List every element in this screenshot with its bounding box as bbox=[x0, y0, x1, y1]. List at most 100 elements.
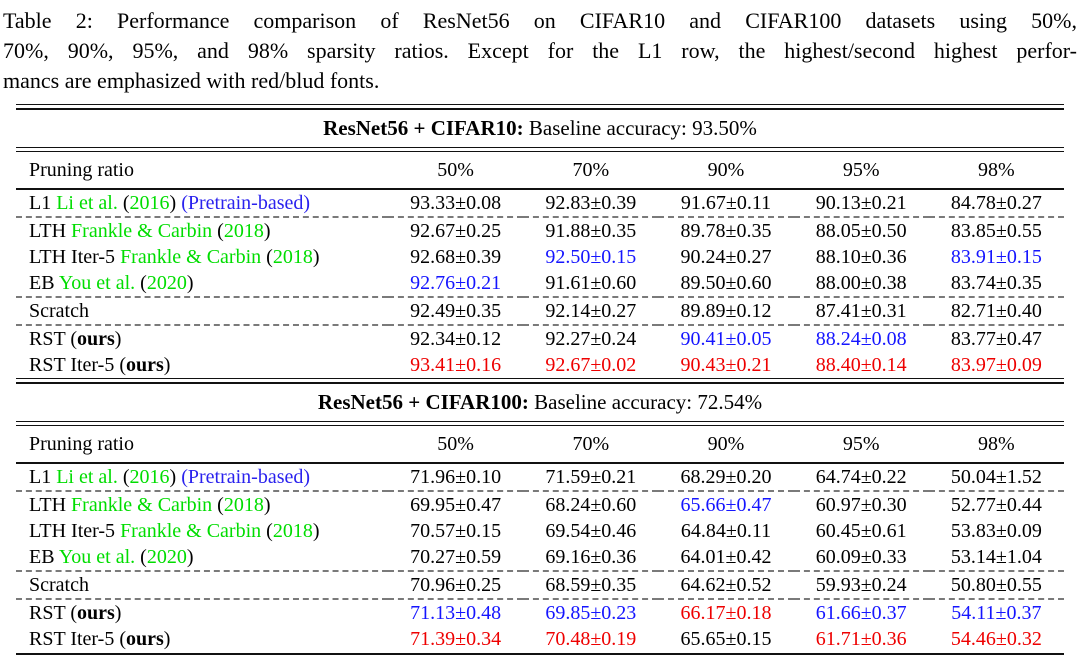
table-row: L1 Li et al. (2016) (Pretrain-based) 93.3… bbox=[16, 189, 1064, 218]
accuracy-value: 53.14±1.04 bbox=[928, 544, 1064, 572]
table-row: LTH Frankle & Carbin (2018) 92.67±0.25 91.… bbox=[16, 217, 1064, 244]
accuracy-value: 90.41±0.05 bbox=[680, 328, 772, 350]
method-label: L1 Li et al. (2016) (Pretrain-based) bbox=[16, 189, 389, 218]
column-header-ratio: 95% bbox=[793, 426, 929, 464]
accuracy-value: 88.24±0.08 bbox=[815, 328, 907, 350]
accuracy-value: 69.54±0.46 bbox=[545, 520, 637, 542]
method-text: ( bbox=[135, 546, 147, 568]
method-text: ) bbox=[169, 192, 182, 214]
citation-text: You et al. bbox=[58, 272, 136, 294]
accuracy-value: 65.66±0.47 bbox=[680, 494, 772, 516]
column-header-ratio: 90% bbox=[658, 426, 794, 464]
accuracy-value: 83.91±0.15 bbox=[950, 246, 1042, 268]
method-text: ( bbox=[212, 494, 224, 516]
method-text: ) bbox=[114, 602, 122, 624]
accuracy-value: 90.24±0.27 bbox=[680, 246, 772, 268]
column-header-ratio: 98% bbox=[928, 152, 1064, 190]
citation-text: Frankle & Carbin bbox=[71, 494, 213, 516]
method-text: EB bbox=[29, 272, 59, 294]
accuracy-value: 53.83±0.09 bbox=[950, 520, 1042, 542]
citation-text: 2020 bbox=[146, 272, 187, 294]
method-label: RST Iter-5 (ours) bbox=[16, 352, 388, 378]
method-text: ) bbox=[186, 272, 194, 294]
table-row: RST Iter-5 (ours) 93.41±0.16 92.67±0.02 90.… bbox=[16, 352, 1064, 378]
citation-text: 2018 bbox=[223, 494, 264, 516]
section-rule bbox=[16, 147, 1064, 152]
accuracy-value: 83.85±0.55 bbox=[950, 220, 1042, 242]
accuracy-value: 87.41±0.31 bbox=[793, 297, 929, 326]
method-text: ( bbox=[117, 466, 130, 488]
table-top-rule bbox=[16, 104, 1064, 110]
method-text: Scratch bbox=[29, 574, 89, 596]
accuracy-value: 89.78±0.35 bbox=[680, 220, 772, 242]
table-caption: Table 2: Performance comparison of ResNe… bbox=[0, 0, 1080, 100]
accuracy-value: 52.77±0.44 bbox=[950, 494, 1042, 516]
accuracy-value: 93.41±0.16 bbox=[410, 354, 502, 376]
method-text: RST ( bbox=[29, 328, 77, 350]
table-row: EB You et al. (2020) 70.27±0.59 69.16±0.36… bbox=[16, 544, 1064, 572]
method-text: ours bbox=[126, 628, 164, 650]
section-title-dataset: ResNet56 + CIFAR100: bbox=[317, 390, 529, 414]
accuracy-value: 60.45±0.61 bbox=[815, 520, 907, 542]
method-text: ( bbox=[117, 192, 130, 214]
note-text: (Pretrain-based) bbox=[181, 466, 311, 488]
citation-text: Frankle & Carbin bbox=[120, 520, 262, 542]
accuracy-value: 69.95±0.47 bbox=[410, 494, 502, 516]
method-text: EB bbox=[29, 546, 59, 568]
method-label: RST (ours) bbox=[16, 325, 388, 352]
accuracy-value: 88.40±0.14 bbox=[815, 354, 907, 376]
table-row: Scratch 92.49±0.35 92.14±0.27 89.89±0.12 87.… bbox=[16, 297, 1064, 326]
method-text: ) bbox=[312, 246, 320, 268]
accuracy-value: 54.46±0.32 bbox=[950, 628, 1042, 650]
accuracy-value: 92.34±0.12 bbox=[410, 328, 502, 350]
table-row: RST Iter-5 (ours) 71.39±0.34 70.48±0.19 65.… bbox=[16, 626, 1064, 652]
method-label: EB You et al. (2020) bbox=[16, 544, 389, 572]
accuracy-value: 91.67±0.11 bbox=[658, 189, 794, 218]
method-text: RST ( bbox=[29, 602, 77, 624]
column-header-ratio: 70% bbox=[523, 152, 659, 190]
caption-line-1: Table 2: Performance comparison of ResNe… bbox=[3, 8, 1077, 33]
citation-text: Li et al. bbox=[56, 466, 118, 488]
accuracy-value: 88.05±0.50 bbox=[815, 220, 907, 242]
section-title-baseline: Baseline accuracy: 72.54% bbox=[528, 390, 763, 414]
accuracy-value: 83.77±0.47 bbox=[950, 328, 1042, 350]
citation-text: Frankle & Carbin bbox=[120, 246, 262, 268]
section-title-cifar100: ResNet56 + CIFAR100: Baseline accuracy: … bbox=[16, 384, 1064, 421]
method-text: LTH Iter-5 bbox=[29, 246, 121, 268]
accuracy-value: 92.67±0.25 bbox=[410, 220, 502, 242]
method-label: LTH Frankle & Carbin (2018) bbox=[16, 491, 388, 518]
accuracy-value: 60.09±0.33 bbox=[793, 544, 929, 572]
accuracy-value: 68.59±0.35 bbox=[523, 571, 659, 600]
method-text: L1 bbox=[29, 466, 57, 488]
table-row: RST (ours) 92.34±0.12 92.27±0.24 90.41±0.05… bbox=[16, 325, 1064, 352]
cifar10-table: Pruning ratio 50% 70% 90% 95% 98% L1 Li … bbox=[16, 152, 1064, 378]
accuracy-value: 54.11±0.37 bbox=[951, 602, 1042, 624]
method-text: LTH bbox=[29, 494, 72, 516]
method-text: LTH bbox=[29, 220, 72, 242]
method-text: ours bbox=[76, 602, 115, 624]
accuracy-value: 84.78±0.27 bbox=[928, 189, 1064, 218]
accuracy-value: 65.65±0.15 bbox=[680, 628, 772, 650]
table-row: Scratch 70.96±0.25 68.59±0.35 64.62±0.52 59.… bbox=[16, 571, 1064, 600]
table-row: LTH Iter-5 Frankle & Carbin (2018) 70.57±… bbox=[16, 518, 1064, 544]
column-header-pruning-ratio: Pruning ratio bbox=[16, 152, 389, 190]
accuracy-value: 92.14±0.27 bbox=[523, 297, 659, 326]
accuracy-value: 92.76±0.21 bbox=[388, 270, 524, 298]
accuracy-value: 88.00±0.38 bbox=[793, 270, 929, 298]
method-text: ) bbox=[263, 220, 271, 242]
accuracy-value: 92.50±0.15 bbox=[545, 246, 637, 268]
results-table: ResNet56 + CIFAR10: Baseline accuracy: 9… bbox=[16, 104, 1064, 657]
section-rule bbox=[16, 421, 1064, 426]
accuracy-value: 69.85±0.23 bbox=[545, 602, 637, 624]
accuracy-value: 70.27±0.59 bbox=[388, 544, 524, 572]
method-text: RST Iter-5 ( bbox=[29, 354, 126, 376]
method-text: ours bbox=[126, 354, 164, 376]
column-header-pruning-ratio: Pruning ratio bbox=[16, 426, 389, 464]
column-header-ratio: 98% bbox=[928, 426, 1064, 464]
accuracy-value: 90.43±0.21 bbox=[680, 354, 772, 376]
citation-text: You et al. bbox=[58, 546, 136, 568]
accuracy-value: 59.93±0.24 bbox=[793, 571, 929, 600]
accuracy-value: 91.88±0.35 bbox=[545, 220, 637, 242]
method-text: ) bbox=[114, 328, 122, 350]
method-label: LTH Frankle & Carbin (2018) bbox=[16, 217, 388, 244]
